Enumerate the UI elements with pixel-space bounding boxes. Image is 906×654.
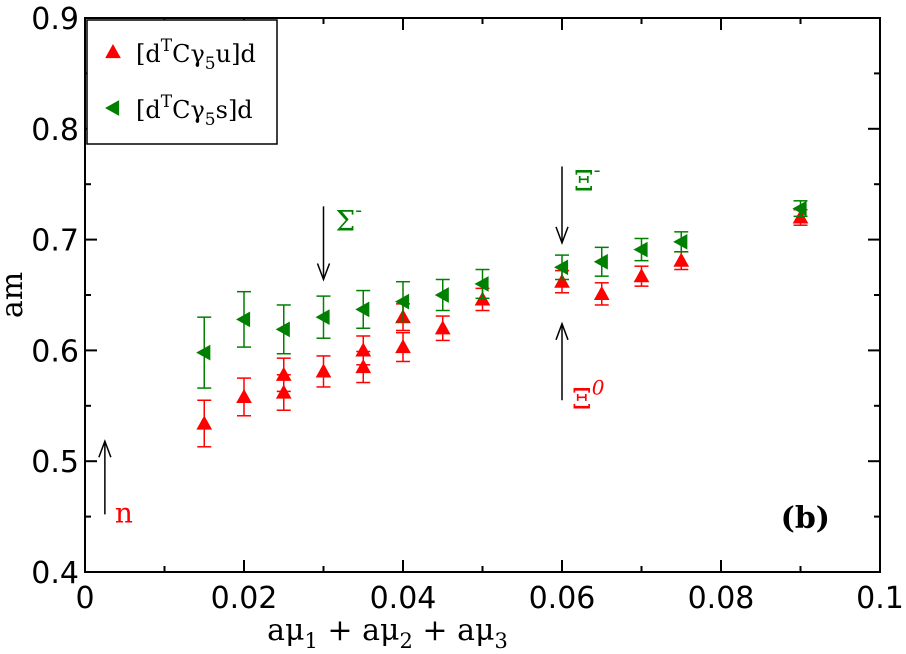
y-tick-label: 0.9 [31, 2, 79, 37]
data-marks [196, 200, 809, 448]
data-point [434, 287, 449, 303]
data-point [275, 321, 290, 338]
y-tick-label: 0.5 [31, 445, 79, 480]
data-point [474, 276, 489, 292]
x-tick-label: 0.04 [370, 581, 437, 616]
data-point [275, 366, 292, 381]
data-point [315, 309, 330, 326]
annotation-sigma: Σ- [316, 197, 363, 282]
data-point [434, 320, 451, 335]
annotation-nucleon: n [98, 439, 133, 529]
data-point [355, 342, 372, 357]
data-point [633, 268, 650, 283]
legend-entry-2: [dTCγ5s]d [136, 92, 253, 130]
data-point [196, 415, 213, 430]
y-tick-label: 0.8 [31, 113, 79, 148]
legend-marker-2 [104, 100, 120, 116]
legend-box [86, 19, 278, 145]
legend-marker-1 [105, 43, 121, 59]
data-point [593, 253, 608, 270]
data-point [792, 200, 807, 217]
annotation-xi-minus: Ξ- [555, 157, 600, 246]
data-point [395, 339, 411, 354]
data-point [553, 259, 569, 276]
y-axis-label: am [0, 272, 30, 318]
x-tick-label: 0.1 [856, 581, 904, 616]
data-point [394, 293, 410, 310]
data-point [673, 233, 688, 250]
data-point [196, 344, 211, 361]
annotation-arrow-head [555, 321, 569, 341]
data-point [235, 311, 251, 328]
data-point [593, 285, 610, 300]
data-point [633, 241, 648, 258]
annotation-label-xi-zero: Ξ0 [572, 375, 605, 415]
x-tick-label: 0 [75, 581, 94, 616]
annotation-arrow-head [98, 439, 112, 458]
data-point [554, 273, 570, 288]
y-tick-label: 0.7 [31, 224, 79, 259]
panel-label: (b) [781, 501, 830, 536]
x-tick-label: 0.08 [688, 581, 755, 616]
annotation-xi-zero: Ξ0 [555, 321, 605, 415]
x-tick-label: 0.06 [529, 581, 596, 616]
series-2 [196, 200, 808, 389]
annotation-label-sigma: Σ- [336, 197, 363, 237]
annotation-label-nucleon: n [115, 496, 133, 529]
data-point [355, 301, 370, 318]
annotation-arrow-head [555, 226, 569, 246]
annotation-arrow-head [316, 263, 331, 282]
data-point [355, 358, 372, 374]
data-point [236, 388, 252, 404]
legend: [dTCγ5u]d [dTCγ5s]d [86, 19, 278, 145]
legend-entry-1: [dTCγ5u]d [136, 36, 256, 74]
x-axis-label: aμ1 + aμ2 + aμ3 [267, 613, 508, 653]
annotation-label-xi-minus: Ξ- [574, 157, 600, 197]
y-tick-label: 0.6 [31, 334, 79, 369]
x-tick-label: 0.02 [211, 581, 278, 616]
y-tick-label: 0.4 [31, 556, 79, 591]
series-1 [196, 208, 809, 448]
data-point [315, 363, 332, 378]
data-point [673, 252, 690, 267]
